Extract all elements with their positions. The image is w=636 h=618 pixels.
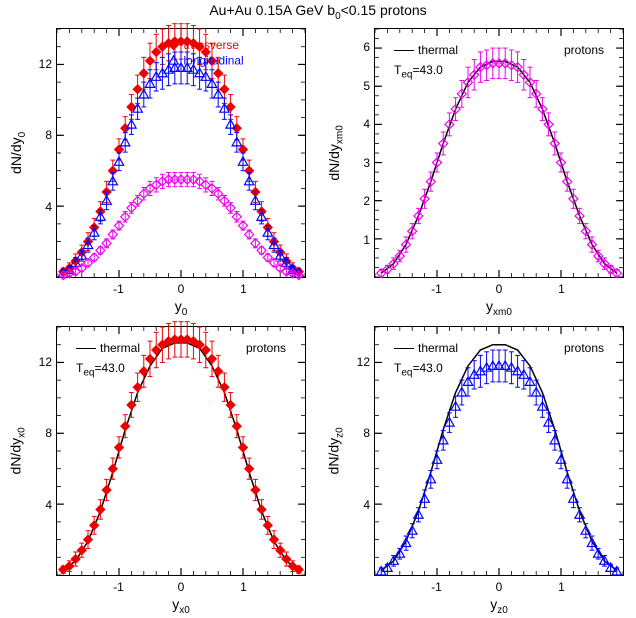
- annotation: Teq=43.0: [394, 361, 443, 378]
- ytick-label: 2: [363, 194, 370, 208]
- xtick-label: -1: [431, 580, 442, 594]
- ytick-label: 4: [363, 498, 370, 512]
- ytick-label: 3: [363, 156, 370, 170]
- main-title: Au+Au 0.15A GeV b0<0.15 protons: [0, 2, 636, 22]
- panel-tl: transverse longitudinal -1 0 1 4 8 12 y0 dN/dy0: [0, 20, 318, 318]
- ytick-label: 12: [39, 57, 52, 71]
- ytick-label: 12: [357, 355, 370, 369]
- annotation: Teq=43.0: [394, 63, 443, 80]
- ytick-label: 4: [45, 498, 52, 512]
- annotation: thermal: [394, 43, 458, 57]
- xtick-label: 1: [240, 282, 247, 296]
- panel-grid: transverselongitudinal-1014812y0dN/dy0 -…: [0, 20, 636, 616]
- panel-bl: -1 0 1 4 8 12 yx0 dN/dyx0 thermal Teq=43.0 protons: [0, 318, 318, 616]
- svg-text:transverse: transverse: [183, 38, 239, 52]
- svg-text:longitudinal: longitudinal: [183, 54, 243, 68]
- plot-area: transverse longitudinal: [56, 28, 306, 278]
- ytick-label: 5: [363, 79, 370, 93]
- ytick-label: 8: [363, 426, 370, 440]
- xtick-label: 1: [240, 580, 247, 594]
- xtick-label: 1: [558, 580, 565, 594]
- annotation: protons: [246, 341, 286, 355]
- annotation: thermal: [76, 341, 140, 355]
- y-axis-label: dN/dyx0: [8, 326, 28, 576]
- xtick-label: 0: [178, 580, 185, 594]
- x-axis-label: yxm0: [374, 298, 624, 318]
- ytick-label: 4: [363, 117, 370, 131]
- xtick-label: 0: [496, 282, 503, 296]
- panel-br: -1 0 1 4 8 12 yz0 dN/dyz0 thermal Teq=43.0 protons: [318, 318, 636, 616]
- y-axis-label: dN/dyxm0: [326, 28, 346, 278]
- x-axis-label: yz0: [374, 596, 624, 616]
- xtick-label: 0: [178, 282, 185, 296]
- ytick-label: 8: [45, 128, 52, 142]
- annotation: protons: [564, 341, 604, 355]
- ytick-label: 6: [363, 40, 370, 54]
- annotation: thermal: [394, 341, 458, 355]
- ytick-label: 12: [39, 355, 52, 369]
- x-axis-label: yx0: [56, 596, 306, 616]
- ytick-label: 4: [45, 200, 52, 214]
- annotation: protons: [564, 43, 604, 57]
- y-axis-label: dN/dyz0: [326, 326, 346, 576]
- xtick-label: -1: [431, 282, 442, 296]
- ytick-label: 8: [45, 426, 52, 440]
- xtick-label: 1: [558, 282, 565, 296]
- xtick-label: -1: [113, 580, 124, 594]
- y-axis-label: dN/dy0: [8, 28, 28, 278]
- panel-tr: -1 0 1 1 2 3 4 5 6 yxm0 dN/dyxm0 thermal Teq=43.0 pro…: [318, 20, 636, 318]
- xtick-label: 0: [496, 580, 503, 594]
- xtick-label: -1: [113, 282, 124, 296]
- ytick-label: 1: [363, 233, 370, 247]
- annotation: Teq=43.0: [76, 361, 125, 378]
- x-axis-label: y0: [56, 298, 306, 318]
